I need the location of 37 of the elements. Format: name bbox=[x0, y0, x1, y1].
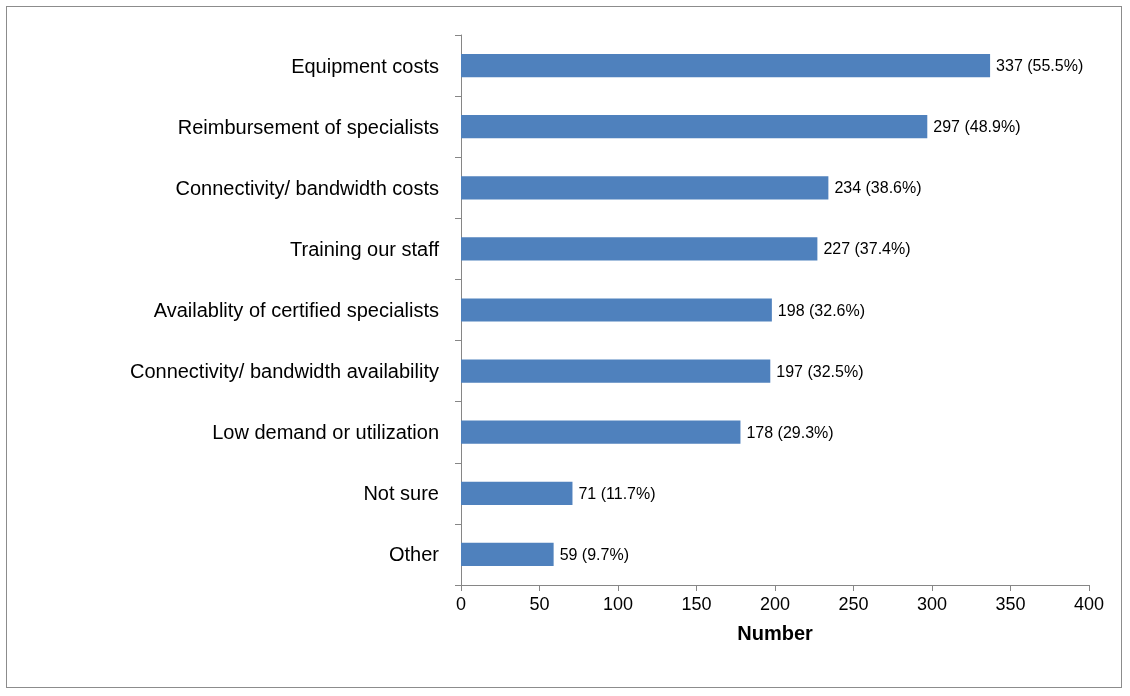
bar bbox=[461, 237, 818, 261]
data-label: 227 (37.4%) bbox=[823, 240, 911, 258]
x-tick-label: 150 bbox=[681, 594, 712, 614]
bar bbox=[461, 115, 928, 139]
data-label: 178 (29.3%) bbox=[746, 423, 834, 441]
y-tick-label: Reimbursement of specialists bbox=[177, 115, 439, 138]
data-label: 234 (38.6%) bbox=[834, 179, 922, 197]
data-label: 197 (32.5%) bbox=[776, 362, 864, 380]
data-label: 198 (32.6%) bbox=[777, 301, 866, 319]
x-tick-label: 400 bbox=[1073, 594, 1105, 614]
y-tick-label: Equipment costs bbox=[291, 54, 439, 77]
x-tick-label: 0 bbox=[455, 594, 467, 614]
y-tick-label: Connectivity/ bandwidth availability bbox=[129, 360, 439, 383]
y-tick-label: Training our staff bbox=[290, 237, 440, 260]
x-axis-title: Number bbox=[737, 622, 813, 644]
x-tick-label: 50 bbox=[529, 594, 550, 614]
bar bbox=[461, 176, 829, 200]
y-tick-label: Low demand or utilization bbox=[212, 421, 439, 444]
data-label: 71 (11.7%) bbox=[578, 484, 656, 502]
y-tick-label: Not sure bbox=[363, 482, 439, 505]
bar bbox=[461, 420, 741, 444]
data-label: 337 (55.5%) bbox=[996, 57, 1084, 75]
bar bbox=[461, 53, 991, 78]
bar bbox=[461, 359, 771, 383]
x-tick-label: 350 bbox=[995, 594, 1026, 614]
x-tick-label: 250 bbox=[838, 594, 869, 614]
y-tick-label: Availablity of certified specialists bbox=[153, 299, 439, 321]
x-tick-label: 100 bbox=[602, 594, 634, 614]
data-label: 297 (48.9%) bbox=[933, 118, 1021, 136]
y-tick-label: Other bbox=[388, 543, 440, 566]
x-tick-label: 300 bbox=[916, 594, 948, 614]
data-label: 59 (9.7%) bbox=[559, 545, 630, 563]
x-tick-label: 200 bbox=[759, 594, 791, 614]
y-tick-label: Connectivity/ bandwidth costs bbox=[175, 176, 439, 199]
bar bbox=[461, 481, 573, 505]
bar bbox=[461, 542, 554, 567]
bar bbox=[461, 298, 772, 322]
